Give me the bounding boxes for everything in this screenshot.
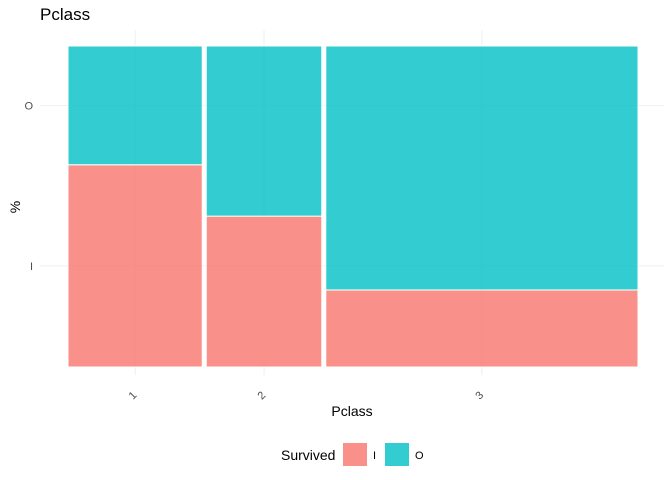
y-axis-title: % — [7, 201, 23, 213]
legend-label-O: O — [415, 450, 424, 462]
bar-layer — [67, 45, 639, 368]
mosaic-tile-2-O — [205, 45, 323, 217]
mosaic-tile-3-I — [325, 289, 639, 368]
legend-title: Survived — [281, 447, 335, 463]
mosaic-tile-1-I — [67, 164, 203, 368]
y-tick-label: O — [24, 100, 33, 112]
legend: Survived I O — [281, 443, 424, 466]
y-tick-label: I — [30, 261, 33, 273]
chart-title: Pclass — [40, 5, 90, 24]
mosaic-tile-3-O — [325, 45, 639, 291]
x-tick-label: 3 — [473, 389, 486, 402]
legend-key-I — [343, 443, 367, 466]
legend-key-O — [385, 443, 409, 466]
x-tick-label: 2 — [255, 389, 268, 402]
mosaic-tile-2-I — [205, 215, 323, 368]
x-tick-label: 1 — [127, 389, 140, 402]
mosaic-tile-1-O — [67, 45, 203, 166]
legend-label-I: I — [373, 450, 376, 462]
x-axis-title: Pclass — [331, 403, 372, 419]
